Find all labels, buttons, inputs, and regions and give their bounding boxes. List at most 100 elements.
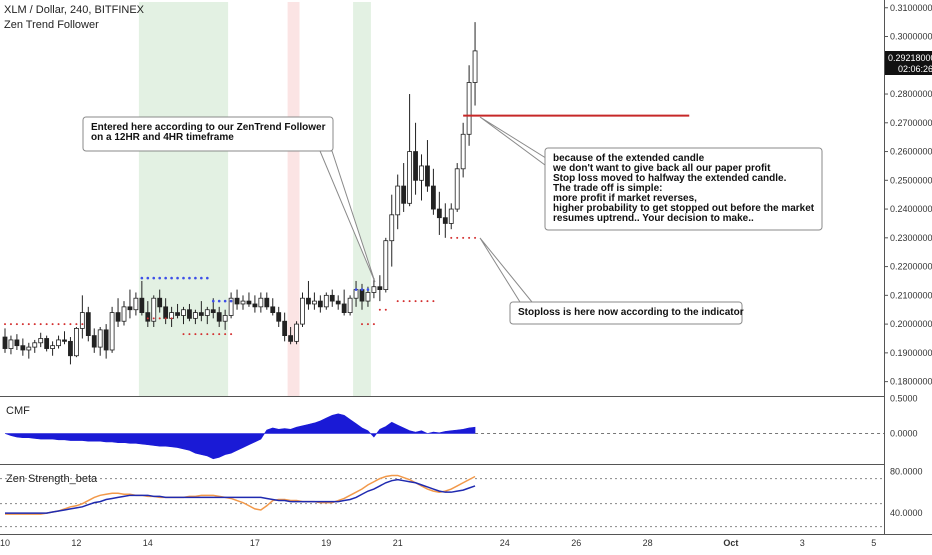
trend-dot-red-3-61: [366, 323, 369, 326]
candle-body-61: [365, 292, 371, 302]
candle-body-43: [258, 297, 264, 308]
candle-body-38: [228, 297, 234, 316]
candle-body-22: [133, 297, 139, 311]
candle-body-45: [270, 306, 276, 313]
callout-text-1-1: we don't want to give back all our paper…: [552, 163, 771, 174]
candle-body-51: [306, 297, 311, 305]
candle-body-41: [246, 300, 252, 305]
trend-dot-red-1-28: [170, 317, 173, 320]
candle-body-4: [26, 346, 32, 351]
candle-body-10: [62, 339, 67, 342]
trend-dot-red-5-72: [432, 300, 435, 303]
trend-dot-red-0-12: [75, 323, 78, 326]
trend-dot-red-2-37: [224, 333, 227, 336]
candle-body-68: [407, 151, 413, 204]
trend-dot-red-0-2: [15, 323, 18, 326]
candle-body-55: [329, 294, 335, 302]
trend-dot-red-0-4: [27, 323, 30, 326]
shaded-zone-0: [138, 2, 229, 396]
symbol-title: XLM / Dollar, 240, BITFINEX: [4, 4, 145, 16]
candle-body-63: [377, 286, 383, 290]
candle-body-1: [8, 339, 14, 349]
trend-dot-red-0-6: [39, 323, 42, 326]
candle-body-46: [276, 312, 282, 322]
candle-body-21: [127, 306, 133, 311]
candle-body-69: [413, 151, 418, 181]
callout-text-0-0: Entered here according to our ZenTrend F…: [91, 122, 326, 133]
time-tick-label-2: 14: [143, 538, 153, 548]
trend-dot-red-1-26: [158, 317, 161, 320]
trend-dot-blue-0-27: [164, 276, 167, 280]
callout-box-1: [544, 147, 823, 231]
candle-body-2: [14, 339, 20, 347]
candles-layer: [2, 22, 478, 365]
candle-body-15: [91, 335, 97, 348]
trend-dot-blue-2-59: [354, 288, 358, 291]
candle-body-35: [210, 309, 216, 313]
candle-body-34: [204, 309, 210, 316]
trend-dot-red-4-63: [378, 308, 381, 311]
trend-dot-red-6-76: [456, 236, 459, 239]
bar-countdown: 02:06:26: [898, 64, 932, 74]
candle-body-50: [300, 297, 305, 325]
callout-box-2: [509, 301, 743, 325]
indicator-title: Zen Trend Follower: [4, 19, 99, 31]
callout-text-2-0: Stoploss is here now according to the in…: [518, 307, 744, 318]
time-tick-label-0: 10: [0, 538, 10, 548]
candle-body-19: [115, 312, 121, 322]
candle-body-76: [454, 168, 460, 210]
candle-body-44: [264, 297, 270, 308]
trend-dot-red-0-1: [9, 323, 12, 326]
cmf-tick-label-0: 0.5000: [890, 393, 918, 403]
last-price-value: 0.29218000: [888, 53, 932, 63]
candle-body-24: [145, 312, 151, 322]
candle-body-29: [175, 312, 180, 316]
callout-pointer-2: [479, 237, 534, 303]
candle-body-54: [323, 294, 329, 308]
trend-dot-red-0-13: [81, 323, 84, 326]
callout-text-1-3: The trade off is simple:: [553, 183, 662, 194]
trend-dot-red-5-71: [426, 300, 429, 303]
trend-dot-blue-0-32: [194, 276, 197, 280]
trend-dot-blue-0-34: [206, 276, 209, 280]
shaded-zone-2: [353, 2, 371, 396]
candle-body-40: [240, 300, 246, 305]
time-tick-label-10: 3: [800, 538, 805, 548]
zen-tick-label-1: 40.0000: [890, 508, 923, 518]
trend-dot-red-1-25: [152, 317, 155, 320]
candle-body-6: [38, 338, 44, 344]
candle-body-73: [436, 208, 442, 219]
time-tick-label-5: 21: [393, 538, 403, 548]
time-tick-label-9: Oct: [723, 538, 738, 548]
cmf-tick-label-1: 0.0000: [890, 429, 918, 439]
candle-body-11: [68, 340, 73, 357]
trend-dot-blue-1-36: [217, 299, 221, 303]
candle-body-9: [56, 339, 61, 347]
annotations-layer: Entered here according to our ZenTrend F…: [82, 116, 823, 325]
callout-text-1-6: resumes uptrend.. Your decision to make.…: [553, 213, 754, 224]
candle-body-70: [419, 165, 424, 181]
trend-dot-red-2-38: [230, 333, 233, 336]
callout-text-0-1: on a 12HR and 4HR timeframe: [91, 132, 234, 143]
candle-body-26: [157, 297, 163, 308]
trend-dot-blue-2-60: [360, 288, 364, 291]
trend-dot-red-0-5: [33, 323, 36, 326]
trend-dots-layer: [4, 236, 477, 336]
trend-dot-blue-0-31: [188, 276, 191, 280]
background-layer: [138, 2, 371, 396]
candle-body-56: [335, 300, 341, 305]
trend-dot-red-6-77: [462, 236, 465, 239]
candle-body-33: [198, 312, 204, 316]
trend-dot-red-5-68: [408, 300, 411, 303]
callout-text-1-0: because of the extended candle: [553, 153, 705, 164]
trend-dot-red-0-11: [69, 323, 72, 326]
trend-dot-red-1-27: [164, 317, 167, 320]
